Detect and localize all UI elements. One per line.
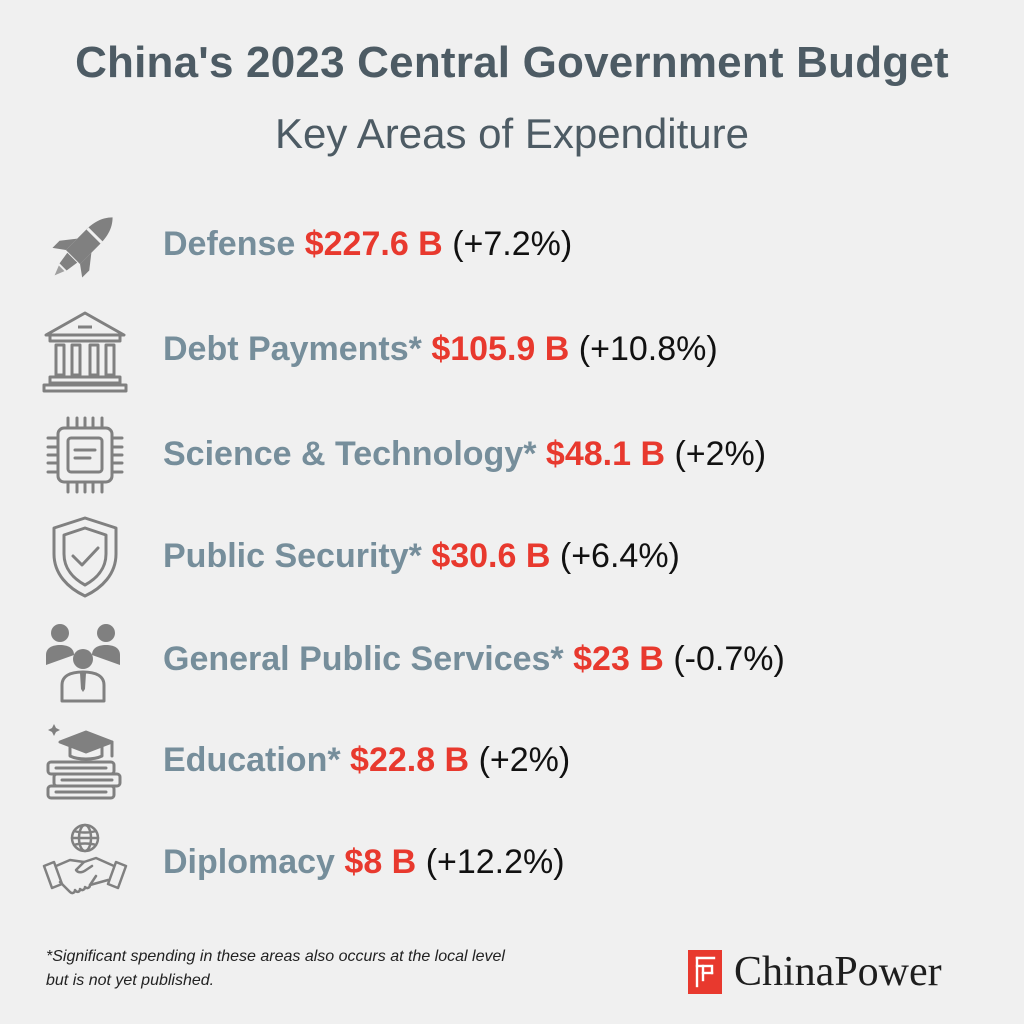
graduation-books-icon — [40, 716, 130, 806]
expenditure-text: Education* $22.8 B (+2%) — [163, 738, 570, 782]
expenditure-text: Diplomacy $8 B (+12.2%) — [163, 840, 565, 884]
expenditure-text: Science & Technology* $48.1 B (+2%) — [163, 432, 766, 476]
category-label: Education* — [163, 741, 341, 779]
category-label: General Public Services* — [163, 640, 564, 678]
amount-value: $48.1 B — [545, 435, 666, 473]
footnote-line-2: but is not yet published. — [46, 972, 215, 989]
change-percent: (+7.2%) — [452, 225, 573, 263]
amount-value: $23 B — [573, 640, 664, 678]
expenditure-row-debt-payments: Debt Payments* $105.9 B (+10.8%) — [0, 305, 1024, 395]
change-percent: (+6.4%) — [559, 537, 680, 575]
brand: ChinaPower — [688, 950, 942, 994]
expenditure-text: General Public Services* $23 B (-0.7%) — [163, 637, 785, 681]
rocket-icon — [40, 200, 130, 290]
shield-check-icon — [40, 512, 130, 602]
category-label: Science & Technology* — [163, 435, 537, 473]
change-percent: (+10.8%) — [578, 330, 718, 368]
brand-name: ChinaPower — [734, 949, 942, 995]
footnote: *Significant spending in these areas als… — [46, 945, 626, 993]
expenditure-row-diplomacy: Diplomacy $8 B (+12.2%) — [0, 818, 1024, 908]
category-label: Debt Payments* — [163, 330, 422, 368]
globe-handshake-icon — [40, 818, 130, 908]
amount-value: $8 B — [344, 843, 417, 881]
expenditure-text: Debt Payments* $105.9 B (+10.8%) — [163, 327, 718, 371]
expenditure-row-defense: Defense $227.6 B (+7.2%) — [0, 200, 1024, 290]
change-percent: (-0.7%) — [673, 640, 785, 678]
expenditure-row-general-public-services: General Public Services* $23 B (-0.7%) — [0, 615, 1024, 705]
amount-value: $22.8 B — [350, 741, 470, 779]
amount-value: $227.6 B — [304, 225, 443, 263]
people-group-icon — [40, 615, 130, 705]
footnote-line-1: *Significant spending in these areas als… — [46, 948, 505, 965]
bank-icon — [40, 305, 130, 395]
expenditure-row-science-technology: Science & Technology* $48.1 B (+2%) — [0, 410, 1024, 500]
expenditure-text: Public Security* $30.6 B (+6.4%) — [163, 534, 680, 578]
change-percent: (+2%) — [674, 435, 767, 473]
category-label: Public Security* — [163, 537, 422, 575]
expenditure-row-public-security: Public Security* $30.6 B (+6.4%) — [0, 512, 1024, 602]
expenditure-row-education: Education* $22.8 B (+2%) — [0, 716, 1024, 806]
change-percent: (+12.2%) — [425, 843, 565, 881]
chip-icon — [40, 410, 130, 500]
amount-value: $30.6 B — [431, 537, 551, 575]
amount-value: $105.9 B — [431, 330, 570, 368]
chinapower-logo-icon — [688, 950, 722, 994]
category-label: Defense — [163, 225, 296, 263]
page-subtitle: Key Areas of Expenditure — [275, 110, 749, 157]
page-title: China's 2023 Central Government Budget — [75, 38, 949, 87]
expenditure-text: Defense $227.6 B (+7.2%) — [163, 222, 572, 266]
category-label: Diplomacy — [163, 843, 335, 881]
change-percent: (+2%) — [478, 741, 571, 779]
